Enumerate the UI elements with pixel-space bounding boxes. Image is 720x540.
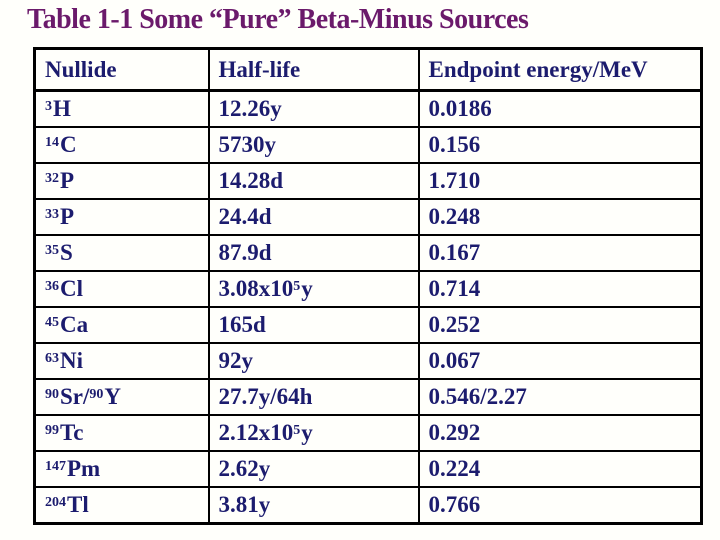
endpoint-energy-cell: 0.156 — [417, 126, 703, 164]
half-life-cell: 14.28d — [207, 162, 420, 200]
column-header-nuclide: Nullide — [33, 47, 210, 92]
nuclide-cell: 32P — [33, 162, 210, 200]
endpoint-energy-cell: 0.167 — [417, 234, 703, 272]
endpoint-energy-cell: 0.766 — [417, 486, 703, 525]
table-row: 63Ni 92y 0.067 — [33, 342, 703, 380]
table-row: 147Pm 2.62y 0.224 — [33, 450, 703, 488]
page-title: Table 1-1 Some “Pure” Beta-Minus Sources — [27, 4, 529, 35]
endpoint-energy-cell: 0.252 — [417, 306, 703, 344]
table-row: 3H 12.26y 0.0186 — [33, 89, 703, 128]
half-life-cell: 87.9d — [207, 234, 420, 272]
endpoint-energy-cell: 1.710 — [417, 162, 703, 200]
half-life-cell: 165d — [207, 306, 420, 344]
nuclide-cell: 35S — [33, 234, 210, 272]
nuclide-cell: 14C — [33, 126, 210, 164]
table-row: 36Cl 3.08x105y 0.714 — [33, 270, 703, 308]
table-row: 90Sr/90Y 27.7y/64h 0.546/2.27 — [33, 378, 703, 416]
nuclide-cell: 90Sr/90Y — [33, 378, 210, 416]
header-row: Nullide Half-life Endpoint energy/MeV — [33, 47, 703, 92]
endpoint-energy-cell: 0.714 — [417, 270, 703, 308]
half-life-cell: 3.08x105y — [207, 270, 420, 308]
endpoint-energy-cell: 0.067 — [417, 342, 703, 380]
nuclide-cell: 36Cl — [33, 270, 210, 308]
half-life-cell: 24.4d — [207, 198, 420, 236]
nuclide-cell: 99Tc — [33, 414, 210, 452]
endpoint-energy-cell: 0.224 — [417, 450, 703, 488]
nuclide-cell: 45Ca — [33, 306, 210, 344]
half-life-cell: 27.7y/64h — [207, 378, 420, 416]
half-life-cell: 3.81y — [207, 486, 420, 525]
nuclide-cell: 33P — [33, 198, 210, 236]
beta-sources-table: Nullide Half-life Endpoint energy/MeV 3H… — [33, 47, 703, 525]
table-row: 33P 24.4d 0.248 — [33, 198, 703, 236]
half-life-cell: 2.62y — [207, 450, 420, 488]
table-row: 204Tl 3.81y 0.766 — [33, 486, 703, 525]
half-life-cell: 2.12x105y — [207, 414, 420, 452]
half-life-cell: 92y — [207, 342, 420, 380]
table-row: 14C 5730y 0.156 — [33, 126, 703, 164]
nuclide-cell: 147Pm — [33, 450, 210, 488]
nuclide-cell: 3H — [33, 89, 210, 128]
nuclide-cell: 204Tl — [33, 486, 210, 525]
column-header-half-life: Half-life — [207, 47, 420, 92]
half-life-cell: 5730y — [207, 126, 420, 164]
table-row: 32P 14.28d 1.710 — [33, 162, 703, 200]
endpoint-energy-cell: 0.292 — [417, 414, 703, 452]
table-row: 99Tc 2.12x105y 0.292 — [33, 414, 703, 452]
column-header-endpoint-energy: Endpoint energy/MeV — [417, 47, 703, 92]
endpoint-energy-cell: 0.0186 — [417, 89, 703, 128]
half-life-cell: 12.26y — [207, 89, 420, 128]
table-row: 45Ca 165d 0.252 — [33, 306, 703, 344]
endpoint-energy-cell: 0.546/2.27 — [417, 378, 703, 416]
nuclide-cell: 63Ni — [33, 342, 210, 380]
table-body: 3H 12.26y 0.0186 14C 5730y 0.156 32P 14.28d 1.71… — [33, 89, 703, 525]
endpoint-energy-cell: 0.248 — [417, 198, 703, 236]
table-row: 35S 87.9d 0.167 — [33, 234, 703, 272]
